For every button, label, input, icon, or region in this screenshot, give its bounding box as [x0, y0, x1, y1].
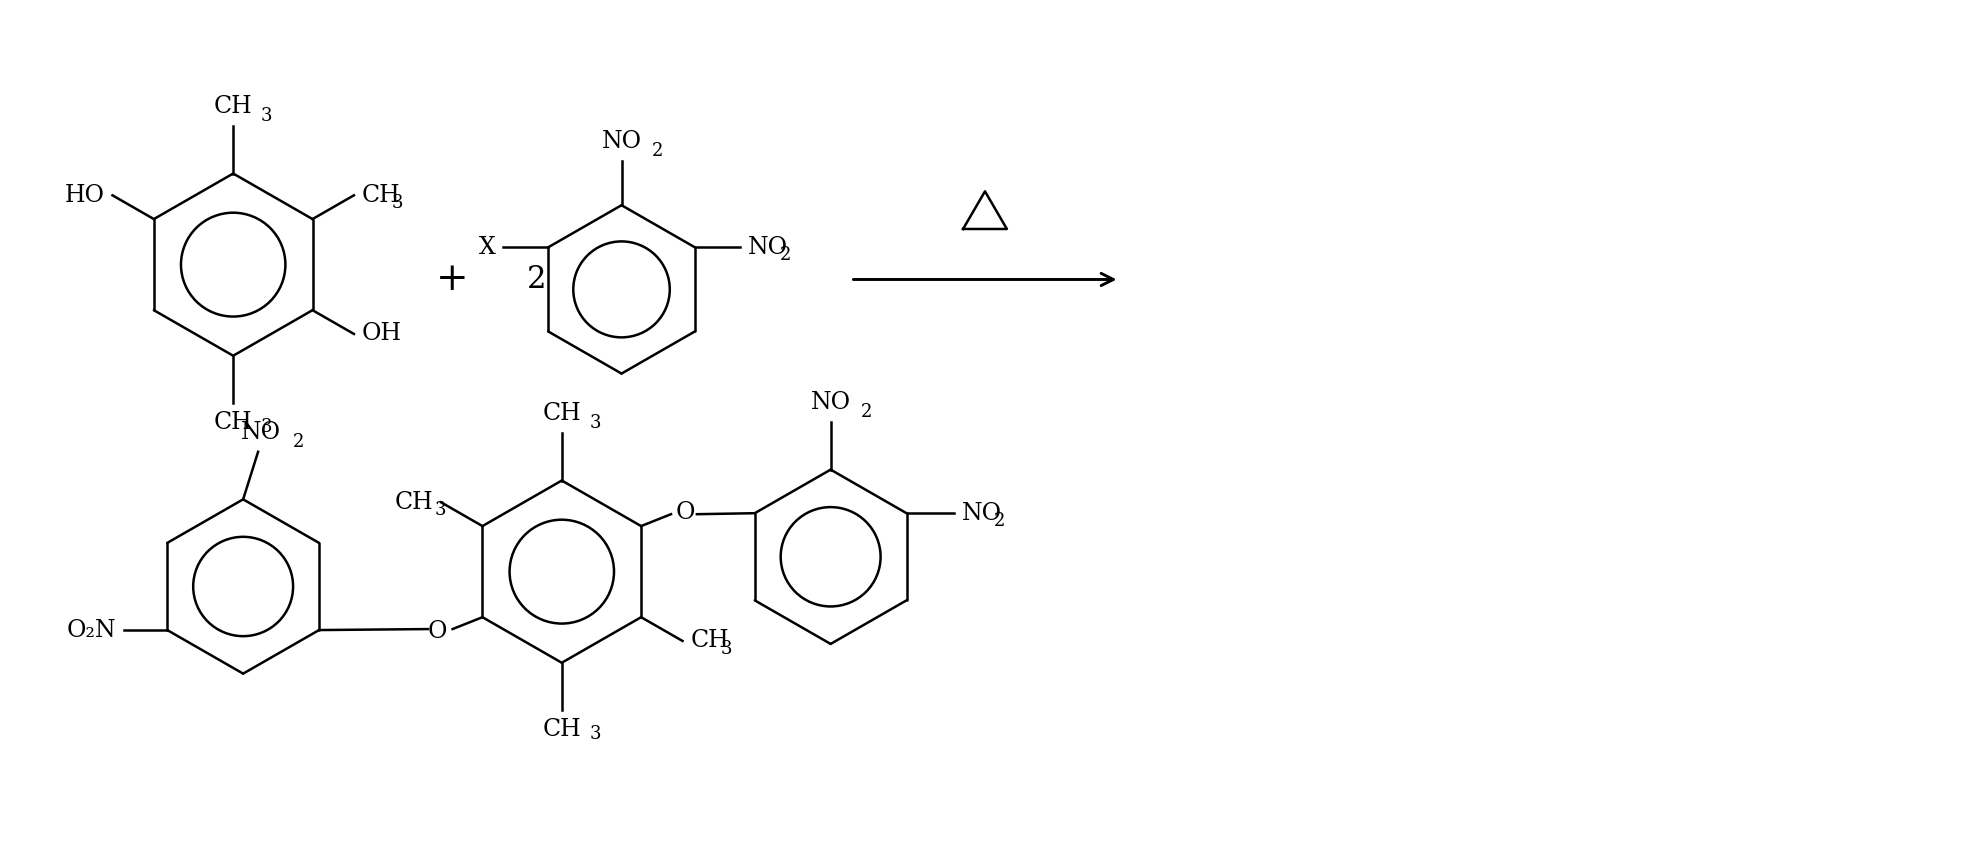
- Text: X: X: [479, 236, 496, 259]
- Text: O: O: [428, 620, 447, 643]
- Text: CH: CH: [361, 184, 400, 207]
- Text: 2: 2: [528, 264, 547, 295]
- Text: +: +: [436, 261, 469, 298]
- Text: NO: NO: [602, 129, 642, 153]
- Text: 3: 3: [392, 194, 404, 212]
- Text: 2: 2: [861, 403, 871, 421]
- Text: 2: 2: [995, 512, 1007, 530]
- Text: 2: 2: [651, 142, 663, 160]
- Text: NO: NO: [961, 501, 1003, 525]
- Text: O: O: [677, 501, 695, 524]
- Text: 3: 3: [720, 639, 732, 658]
- Text: NO: NO: [241, 421, 281, 444]
- Text: CH: CH: [542, 718, 581, 741]
- Text: CH: CH: [542, 402, 581, 425]
- Text: 3: 3: [591, 725, 600, 743]
- Text: 2: 2: [779, 246, 791, 264]
- Text: CH: CH: [691, 629, 730, 652]
- Text: 3: 3: [591, 414, 600, 432]
- Text: 3: 3: [436, 501, 447, 520]
- Text: HO: HO: [65, 184, 104, 207]
- Text: 3: 3: [261, 107, 273, 125]
- Text: 3: 3: [261, 419, 273, 436]
- Text: CH: CH: [214, 411, 253, 434]
- Text: NO: NO: [748, 236, 787, 259]
- Text: O₂N: O₂N: [67, 619, 116, 641]
- Text: 2: 2: [292, 433, 304, 450]
- Text: CH: CH: [214, 95, 253, 118]
- Text: NO: NO: [810, 391, 852, 414]
- Text: OH: OH: [361, 323, 402, 345]
- Text: CH: CH: [394, 491, 434, 513]
